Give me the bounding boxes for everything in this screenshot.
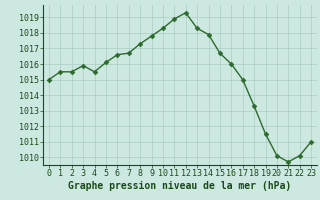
X-axis label: Graphe pression niveau de la mer (hPa): Graphe pression niveau de la mer (hPa) — [68, 181, 292, 191]
